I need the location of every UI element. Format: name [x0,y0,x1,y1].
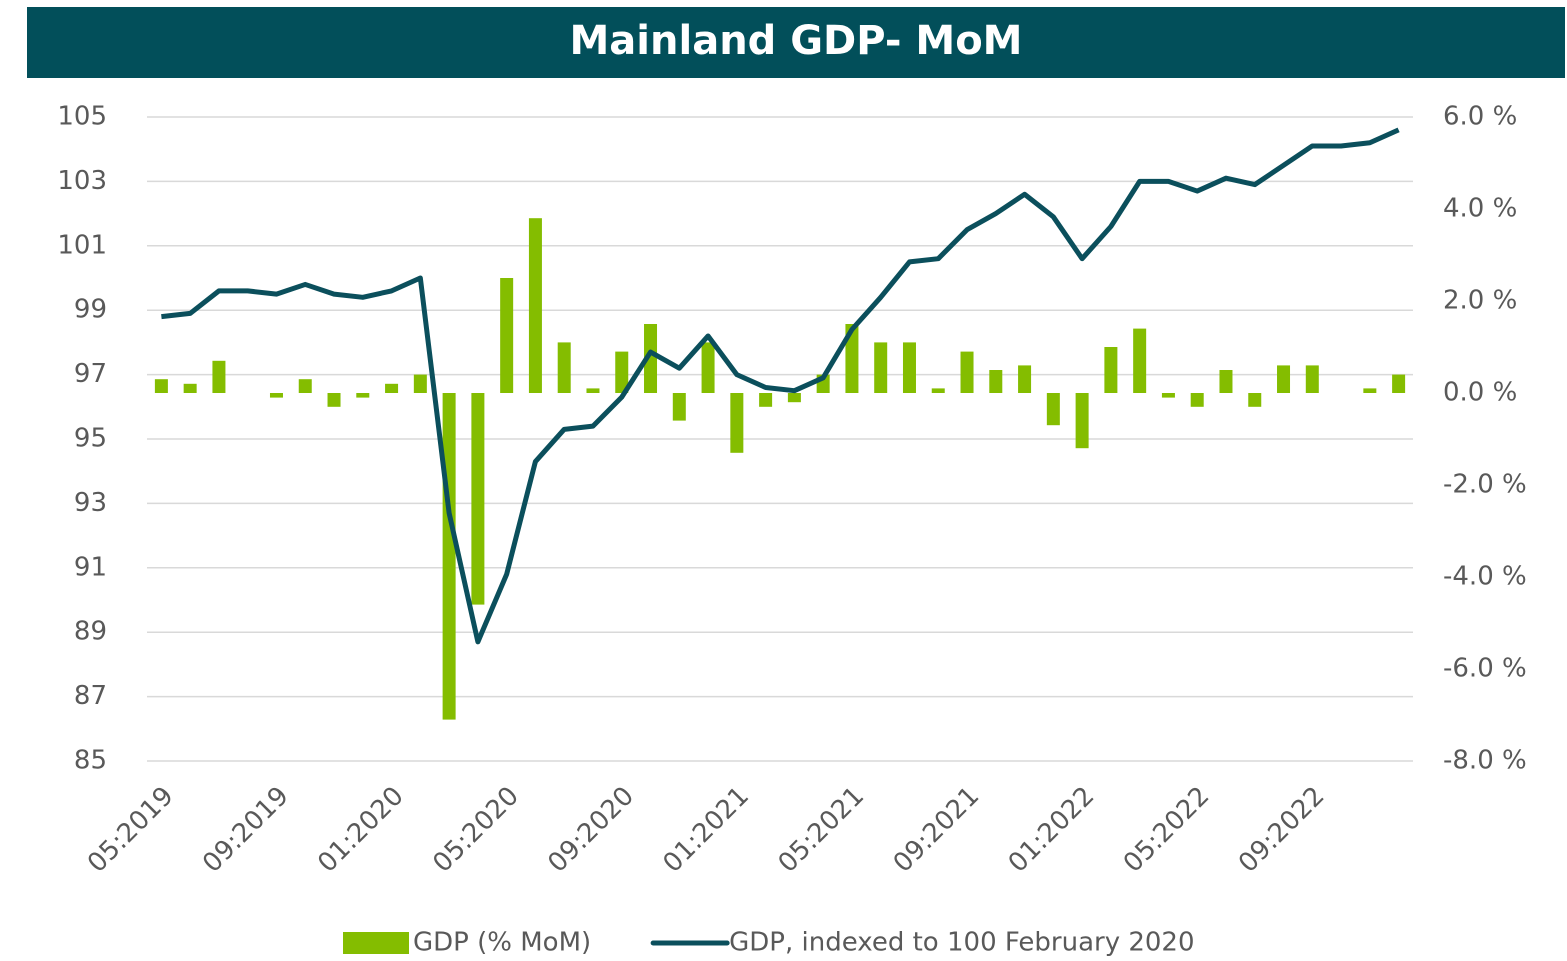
bar [1161,393,1175,398]
bar [644,324,658,393]
y-tick-label: 101 [57,230,107,260]
bar [1363,388,1377,393]
bar [1104,347,1118,393]
bar [1219,370,1233,393]
bar [557,342,571,393]
bar [154,379,168,393]
y2-tick-label: 2.0 % [1443,286,1517,316]
x-tick-label: 09:2022 [1233,781,1331,879]
bar [1248,393,1262,407]
bar [845,324,859,393]
bar [327,393,341,407]
bar [269,393,283,398]
x-tick-label: 09:2021 [888,781,986,879]
x-tick-label: 01:2021 [658,781,756,879]
title-bar [27,7,1565,78]
bar [413,374,427,393]
chart-title: Mainland GDP- MoM [570,18,1023,64]
x-tick-label: 09:2020 [542,781,640,879]
y-tick-label: 105 [57,102,107,132]
y-tick-label: 85 [74,746,107,776]
bar [1277,365,1291,393]
bar [298,379,312,393]
bar [356,393,370,398]
bar [701,342,715,393]
bar [1190,393,1204,407]
x-tick-label: 01:2022 [1003,781,1101,879]
y2-tick-label: 4.0 % [1443,194,1517,224]
bar [615,351,629,393]
legend-label: GDP (% MoM) [413,928,591,958]
x-tick-label: 05:2020 [427,781,525,879]
bar [960,351,974,393]
y2-tick-label: -4.0 % [1443,562,1527,592]
bar [212,360,226,393]
y-tick-label: 91 [74,552,107,582]
y2-tick-label: -2.0 % [1443,470,1527,500]
x-tick-label: 05:2021 [773,781,871,879]
y-tick-label: 103 [57,166,107,196]
y-tick-label: 89 [74,617,107,647]
bar [500,278,514,393]
bar [672,393,686,421]
y2-tick-label: -6.0 % [1443,654,1527,684]
bar [759,393,773,407]
y-tick-label: 93 [74,488,107,518]
bar [1133,328,1147,393]
line [161,127,1400,645]
y2-tick-label: 6.0 % [1443,102,1517,132]
y-tick-label: 87 [74,681,107,711]
x-tick-label: 05:2019 [82,781,180,879]
y2-tick-label: -8.0 % [1443,746,1527,776]
y-tick-label: 99 [74,295,107,325]
y-tick-label: 95 [74,424,107,454]
y2-tick-label: 0.0 % [1443,378,1517,408]
bar [1305,365,1319,393]
bar [902,342,916,393]
bar [385,383,399,393]
bar [586,388,600,393]
legend-label: GDP, indexed to 100 February 2020 [729,928,1194,958]
bar [1392,374,1406,393]
bar [787,393,801,403]
bar [931,388,945,393]
bar [874,342,888,393]
x-tick-label: 05:2022 [1118,781,1216,879]
x-tick-label: 09:2019 [197,781,295,879]
bar [989,370,1003,393]
bar [730,393,744,453]
y-tick-label: 97 [74,359,107,389]
bar [442,393,456,720]
bar [471,393,485,605]
bar [183,383,197,393]
bar [528,218,542,393]
legend-swatch [343,932,409,954]
bar [1046,393,1060,426]
bar [1075,393,1089,449]
x-tick-label: 01:2020 [312,781,410,879]
bar [1018,365,1032,393]
